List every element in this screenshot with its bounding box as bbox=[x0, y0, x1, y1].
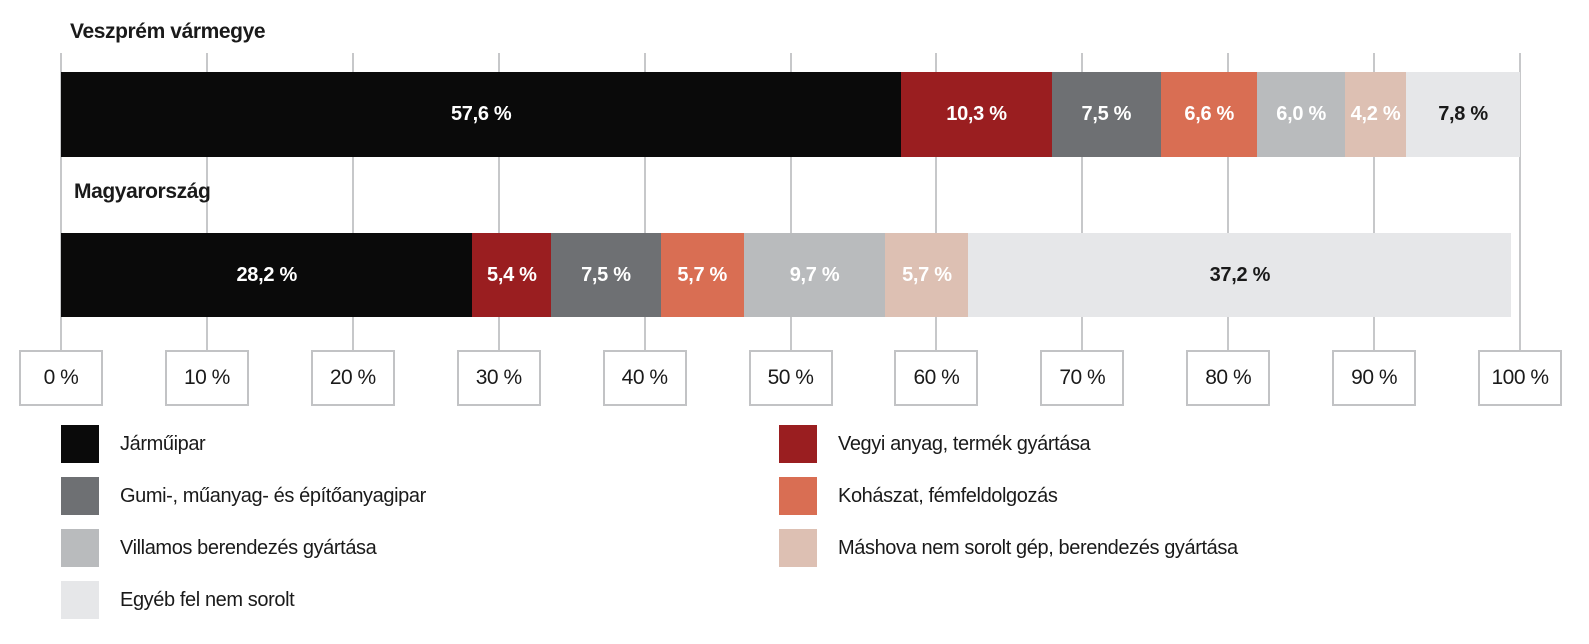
bar-segment: 37,2 % bbox=[968, 233, 1512, 317]
legend-swatch bbox=[779, 425, 817, 463]
legend-item: Villamos berendezés gyártása bbox=[61, 529, 377, 567]
legend-swatch bbox=[61, 529, 99, 567]
gridline-80 bbox=[1227, 53, 1230, 352]
legend-item: Járműipar bbox=[61, 425, 206, 463]
gridline-20 bbox=[351, 53, 354, 352]
legend-item: Gumi-, műanyag- és építőanyagipar bbox=[61, 477, 426, 515]
x-tick-label: 20 % bbox=[310, 350, 395, 406]
bar-segment: 6,6 % bbox=[1161, 72, 1258, 157]
bar-segment: 6,0 % bbox=[1257, 72, 1345, 157]
bar-segment: 28,2 % bbox=[61, 233, 473, 317]
gridline-100 bbox=[1519, 53, 1521, 352]
gridline-30 bbox=[497, 53, 500, 352]
legend-item: Kohászat, fémfeldolgozás bbox=[779, 477, 1058, 515]
bar-segment: 5,4 % bbox=[472, 233, 552, 317]
bar-segment-value: 37,2 % bbox=[1209, 263, 1271, 286]
legend-label: Egyéb fel nem sorolt bbox=[120, 588, 295, 611]
bar-segment-value: 7,5 % bbox=[581, 263, 631, 286]
legend-swatch bbox=[61, 581, 99, 619]
legend-item: Egyéb fel nem sorolt bbox=[61, 581, 295, 619]
gridline-60 bbox=[935, 53, 938, 352]
bar-segment-value: 7,5 % bbox=[1081, 103, 1132, 125]
x-tick-label: 80 % bbox=[1186, 350, 1271, 406]
gridline-40 bbox=[643, 53, 646, 352]
gridline-10 bbox=[205, 53, 208, 352]
x-tick-label: 0 % bbox=[19, 350, 103, 406]
legend-label: Járműipar bbox=[120, 432, 206, 455]
bar-magyarorszag: 28,2 % 5,4 % 7,5 % 5,7 % 9,7 % 5,7 % 37,2 % bbox=[61, 233, 1520, 317]
bar-segment-value: 9,7 % bbox=[789, 263, 840, 286]
gridline-0 bbox=[60, 53, 62, 352]
x-tick-label: 100 % bbox=[1478, 350, 1562, 406]
bar-veszprem-varmegye: 57,6 % 10,3 % 7,5 % 6,6 % 6,0 % 4,2 % 7,8 % bbox=[61, 72, 1520, 157]
x-tick-label: 90 % bbox=[1332, 350, 1417, 406]
x-tick-label: 60 % bbox=[894, 350, 979, 406]
legend-item: Máshova nem sorolt gép, berendezés gyárt… bbox=[779, 529, 1238, 567]
bar-segment: 4,2 % bbox=[1344, 72, 1407, 157]
bar-segment-value: 10,3 % bbox=[946, 103, 1007, 125]
bar-segment-value: 28,2 % bbox=[236, 263, 297, 286]
bar-segment-value: 5,7 % bbox=[677, 263, 728, 286]
bar-segment-value: 4,2 % bbox=[1350, 103, 1401, 125]
x-tick-label: 40 % bbox=[602, 350, 687, 406]
legend-swatch bbox=[61, 477, 99, 515]
x-tick-label: 10 % bbox=[164, 350, 249, 406]
bar-segment: 5,7 % bbox=[885, 233, 969, 317]
legend-label: Máshova nem sorolt gép, berendezés gyárt… bbox=[838, 536, 1238, 559]
bar-segment: 5,7 % bbox=[660, 233, 744, 317]
row-label-magyarorszag: Magyarország bbox=[74, 180, 211, 203]
bar-segment: 9,7 % bbox=[743, 233, 886, 317]
bar-segment-value: 6,6 % bbox=[1184, 103, 1235, 125]
bar-segment-value: 7,8 % bbox=[1438, 103, 1488, 125]
gridline-90 bbox=[1373, 53, 1376, 352]
x-tick-label: 70 % bbox=[1040, 350, 1125, 406]
legend-label: Kohászat, fémfeldolgozás bbox=[838, 484, 1058, 507]
bar-segment: 7,5 % bbox=[551, 233, 661, 317]
legend-label: Gumi-, műanyag- és építőanyagipar bbox=[120, 484, 426, 507]
bar-segment: 57,6 % bbox=[61, 72, 902, 157]
legend-label: Villamos berendezés gyártása bbox=[120, 536, 377, 559]
x-tick-label: 50 % bbox=[748, 350, 833, 406]
bar-segment: 7,5 % bbox=[1051, 72, 1162, 157]
chart-title: Veszprém vármegye bbox=[70, 20, 266, 43]
legend-swatch bbox=[61, 425, 99, 463]
legend-item: Vegyi anyag, termék gyártása bbox=[779, 425, 1091, 463]
legend-label: Vegyi anyag, termék gyártása bbox=[838, 432, 1091, 455]
legend-swatch bbox=[779, 477, 817, 515]
gridline-70 bbox=[1081, 53, 1084, 352]
bar-segment: 7,8 % bbox=[1406, 72, 1520, 157]
bar-segment-value: 5,4 % bbox=[487, 263, 537, 286]
bar-segment-value: 6,0 % bbox=[1276, 103, 1326, 125]
legend-swatch bbox=[779, 529, 817, 567]
bar-segment-value: 57,6 % bbox=[450, 103, 512, 125]
bar-segment-value: 5,7 % bbox=[902, 263, 952, 286]
x-tick-label: 30 % bbox=[456, 350, 541, 406]
gridline-50 bbox=[789, 53, 792, 352]
bar-segment: 10,3 % bbox=[901, 72, 1052, 157]
